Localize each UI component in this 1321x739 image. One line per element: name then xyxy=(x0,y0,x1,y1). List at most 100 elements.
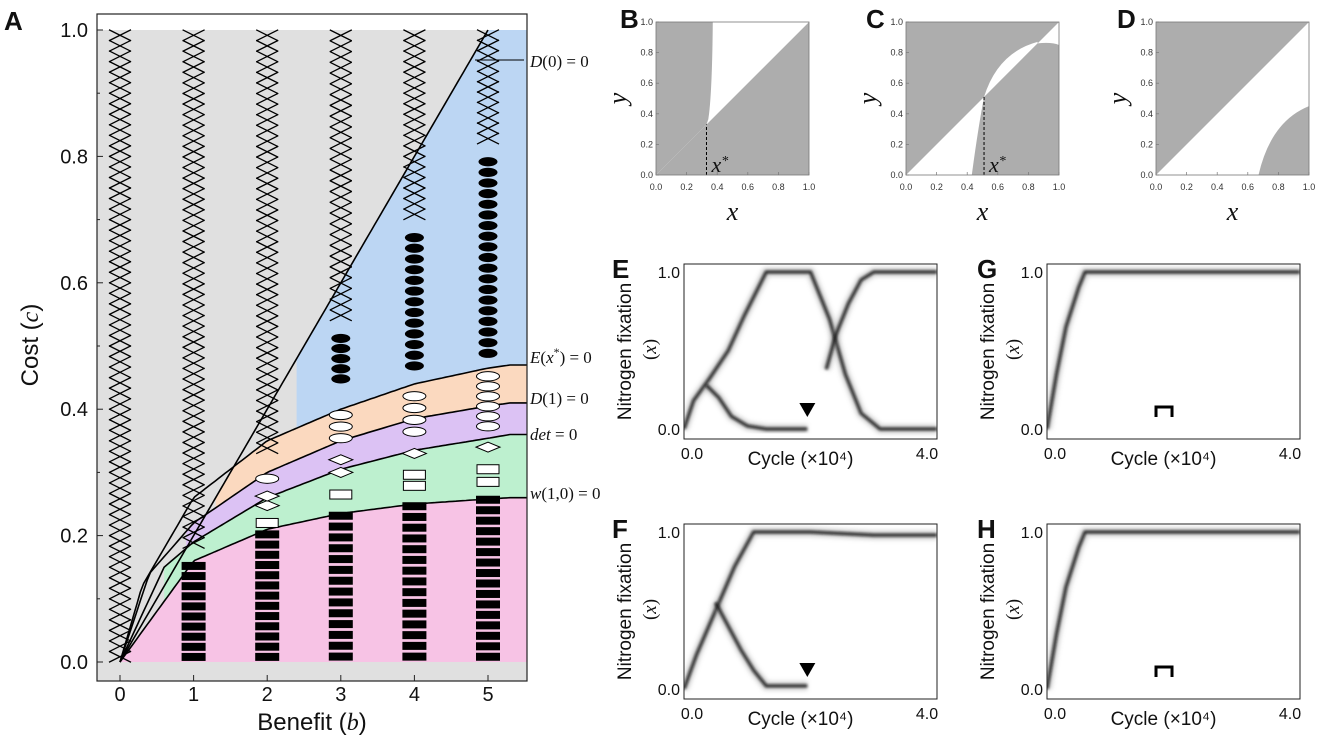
cross-marker xyxy=(182,494,205,507)
filled-ellipse-marker xyxy=(478,242,498,252)
cross-marker xyxy=(255,431,279,444)
filled-rect-marker xyxy=(402,620,427,629)
cross-marker xyxy=(108,239,132,253)
cross-marker xyxy=(476,60,500,73)
y-axis-variable: (x) xyxy=(1003,339,1024,360)
y-tick-label: 0.0 xyxy=(640,170,653,180)
filled-ellipse-marker xyxy=(404,329,424,339)
cross-marker xyxy=(108,187,132,200)
x-tick-label: 0.6 xyxy=(742,182,755,192)
cross-marker xyxy=(255,420,279,434)
x-tick-label: 3 xyxy=(335,684,346,706)
cross-marker xyxy=(108,271,132,284)
cross-marker xyxy=(255,177,279,190)
cross-marker xyxy=(329,147,353,160)
filled-rect-marker xyxy=(255,622,280,631)
x-tick-label: 0.0 xyxy=(900,182,913,192)
filled-ellipse-marker xyxy=(478,316,498,326)
filled-rect-marker xyxy=(181,572,206,581)
region-lower xyxy=(1258,106,1309,175)
cross-marker xyxy=(182,60,205,74)
cross-marker xyxy=(329,50,353,63)
cross-marker xyxy=(255,442,279,455)
x-tick-label: 1 xyxy=(188,684,199,706)
y-axis-title: y xyxy=(853,92,882,107)
y-tick-label: 1.0 xyxy=(60,20,88,42)
phase-panel-b: B 0.0 0.0 0.2 0.2 0.4 0.4 0.6 0.6 0.8 0.8 1.0 1.0 x y x… xyxy=(603,4,815,226)
boundary-labels: D(0) = 0 E(x*) = 0 D(1) = 0 det = 0 w(1,0) =… xyxy=(475,52,601,503)
cross-marker xyxy=(255,283,279,296)
x-tick-label: 4.0 xyxy=(1279,446,1301,463)
phase-panel-c: C 0.0 0.0 0.2 0.2 0.4 0.4 0.6 0.6 0.8 0.8 1.0 1.0 x y x… xyxy=(853,4,1065,226)
x-tick-label: 1.0 xyxy=(803,182,816,192)
open-ellipse-marker xyxy=(476,411,500,422)
series-line xyxy=(1047,530,1300,690)
y-axis-title: Cost (c) xyxy=(17,304,44,387)
filled-ellipse-marker xyxy=(478,284,498,295)
filled-ellipse-marker xyxy=(478,167,498,177)
y-axis-title: Nitrogen fixation xyxy=(978,283,999,420)
cross-marker xyxy=(182,462,205,475)
cross-marker xyxy=(403,102,426,116)
x-tick-label: 0.4 xyxy=(711,182,724,192)
cross-marker xyxy=(182,251,205,264)
open-diamond-marker xyxy=(474,441,502,453)
cross-marker xyxy=(255,315,279,328)
cross-marker xyxy=(108,281,132,295)
x-tick-label: 0.0 xyxy=(650,182,663,192)
cross-marker xyxy=(403,166,426,179)
cross-marker xyxy=(255,39,279,52)
cross-marker xyxy=(182,283,205,296)
cross-marker xyxy=(329,244,353,257)
cross-marker xyxy=(182,293,205,306)
filled-rect-marker xyxy=(402,534,427,543)
cross-marker xyxy=(108,123,132,137)
filled-ellipse-marker xyxy=(478,327,498,337)
y-tick-label: 0.2 xyxy=(60,526,88,548)
cross-marker xyxy=(476,111,500,124)
cross-marker xyxy=(108,408,132,421)
cross-marker xyxy=(182,483,205,497)
cross-marker xyxy=(255,367,279,381)
series-line xyxy=(714,601,808,688)
y-tick-label: 1.0 xyxy=(1140,17,1153,27)
cross-marker xyxy=(108,60,132,73)
cross-marker xyxy=(329,287,353,300)
filled-rect-marker xyxy=(402,512,427,521)
open-ellipse-marker xyxy=(476,371,500,382)
cross-marker xyxy=(108,229,132,242)
series-group xyxy=(684,267,937,434)
filled-rect-marker xyxy=(255,642,280,651)
cross-marker xyxy=(329,223,353,236)
y-tick-label: 0.6 xyxy=(1140,78,1153,88)
y-tick-label: 0.0 xyxy=(658,682,680,699)
cross-marker xyxy=(182,357,205,370)
open-ellipse-marker xyxy=(476,421,500,432)
cross-marker xyxy=(182,388,205,401)
boundary-label: det = 0 xyxy=(530,425,577,444)
y-tick-label: 0.4 xyxy=(1140,109,1153,119)
cross-marker xyxy=(108,29,132,42)
filled-ellipse-marker xyxy=(331,374,351,384)
open-ellipse-marker xyxy=(402,426,427,437)
cross-marker xyxy=(108,92,132,105)
filled-rect-marker xyxy=(402,652,427,661)
y-tick-label: 1.0 xyxy=(1021,525,1043,542)
cross-marker xyxy=(255,145,279,158)
cross-marker xyxy=(182,230,205,243)
event-triangle-marker xyxy=(799,403,816,417)
cross-marker xyxy=(182,39,205,52)
cross-marker xyxy=(329,169,353,182)
filled-rect-marker xyxy=(402,523,427,532)
panel-a-frame xyxy=(96,13,528,682)
filled-rect-marker xyxy=(328,511,353,520)
cross-marker xyxy=(108,113,132,126)
cross-marker xyxy=(403,176,426,189)
x-tick-label: 4.0 xyxy=(1279,706,1301,723)
cross-marker xyxy=(108,492,132,505)
x-tick-label: 0.2 xyxy=(680,182,693,192)
cross-marker xyxy=(329,266,353,279)
filled-rect-marker xyxy=(402,641,427,650)
filled-ellipse-marker xyxy=(404,318,424,328)
series-line xyxy=(684,530,937,690)
